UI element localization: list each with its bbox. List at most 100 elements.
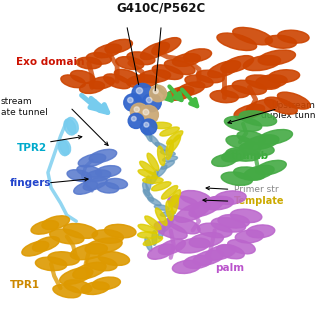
Ellipse shape <box>92 277 120 290</box>
Ellipse shape <box>31 220 59 234</box>
Circle shape <box>153 89 158 94</box>
Ellipse shape <box>163 156 178 162</box>
Ellipse shape <box>152 65 183 79</box>
Ellipse shape <box>226 136 254 149</box>
Ellipse shape <box>205 245 236 260</box>
Ellipse shape <box>81 282 109 294</box>
Ellipse shape <box>157 146 165 166</box>
Ellipse shape <box>127 75 158 88</box>
Ellipse shape <box>160 127 179 136</box>
Ellipse shape <box>97 183 119 193</box>
Ellipse shape <box>105 224 136 238</box>
Ellipse shape <box>277 92 310 109</box>
Ellipse shape <box>78 154 106 167</box>
Ellipse shape <box>92 230 124 243</box>
Ellipse shape <box>158 225 165 239</box>
Ellipse shape <box>232 80 267 95</box>
Ellipse shape <box>224 116 262 132</box>
Ellipse shape <box>180 190 211 205</box>
Ellipse shape <box>67 170 92 181</box>
Ellipse shape <box>70 244 108 260</box>
Ellipse shape <box>233 28 272 45</box>
Ellipse shape <box>218 214 249 228</box>
Ellipse shape <box>85 238 122 254</box>
Ellipse shape <box>86 170 111 181</box>
Ellipse shape <box>239 111 276 126</box>
Ellipse shape <box>172 260 200 274</box>
Circle shape <box>124 94 142 111</box>
Ellipse shape <box>158 239 185 254</box>
Circle shape <box>140 119 157 135</box>
Ellipse shape <box>152 38 181 55</box>
Text: Template: Template <box>234 196 284 206</box>
Ellipse shape <box>36 257 67 271</box>
Ellipse shape <box>105 39 132 53</box>
Ellipse shape <box>80 81 104 93</box>
Ellipse shape <box>53 284 81 298</box>
Ellipse shape <box>162 186 178 199</box>
Ellipse shape <box>146 176 151 190</box>
Ellipse shape <box>160 211 175 216</box>
Ellipse shape <box>148 197 161 206</box>
Text: stream
ate tunnel: stream ate tunnel <box>1 98 47 117</box>
Ellipse shape <box>151 122 172 129</box>
Text: Exo domain: Exo domain <box>16 57 85 67</box>
Ellipse shape <box>149 135 160 147</box>
Ellipse shape <box>90 77 114 89</box>
Ellipse shape <box>86 257 117 271</box>
Circle shape <box>132 116 136 121</box>
Ellipse shape <box>184 49 212 62</box>
Ellipse shape <box>143 182 150 196</box>
Ellipse shape <box>256 160 286 175</box>
Ellipse shape <box>166 201 173 220</box>
Ellipse shape <box>64 280 92 293</box>
Ellipse shape <box>42 216 69 229</box>
Ellipse shape <box>152 182 171 191</box>
Ellipse shape <box>138 232 158 238</box>
Ellipse shape <box>96 166 121 177</box>
Ellipse shape <box>172 53 200 67</box>
Ellipse shape <box>196 70 224 83</box>
Ellipse shape <box>143 177 163 183</box>
Ellipse shape <box>106 179 127 189</box>
Ellipse shape <box>268 70 300 83</box>
Ellipse shape <box>166 140 173 160</box>
Ellipse shape <box>215 191 246 204</box>
Ellipse shape <box>246 225 275 238</box>
Text: Upstream
duplex tunn: Upstream duplex tunn <box>261 100 316 120</box>
Circle shape <box>149 85 167 102</box>
Ellipse shape <box>259 130 292 144</box>
Ellipse shape <box>237 131 265 144</box>
Ellipse shape <box>98 252 130 266</box>
Circle shape <box>142 93 161 112</box>
Ellipse shape <box>138 224 157 233</box>
Ellipse shape <box>177 82 205 96</box>
Ellipse shape <box>152 231 157 245</box>
Ellipse shape <box>33 237 60 252</box>
Ellipse shape <box>235 230 263 243</box>
Ellipse shape <box>221 56 254 73</box>
Ellipse shape <box>138 170 157 179</box>
Ellipse shape <box>221 172 252 185</box>
Ellipse shape <box>60 140 71 155</box>
Ellipse shape <box>48 252 79 265</box>
Ellipse shape <box>167 131 183 144</box>
Ellipse shape <box>228 240 255 254</box>
Ellipse shape <box>185 75 213 88</box>
Ellipse shape <box>127 52 155 65</box>
Ellipse shape <box>278 30 309 43</box>
Circle shape <box>128 113 144 128</box>
Ellipse shape <box>86 52 111 64</box>
Ellipse shape <box>76 57 101 69</box>
Ellipse shape <box>143 189 154 201</box>
Ellipse shape <box>234 104 265 119</box>
Ellipse shape <box>74 181 98 194</box>
Circle shape <box>134 107 140 112</box>
Ellipse shape <box>83 177 107 190</box>
Ellipse shape <box>211 218 246 232</box>
Ellipse shape <box>234 167 265 180</box>
Ellipse shape <box>64 119 76 135</box>
Ellipse shape <box>50 229 84 244</box>
Ellipse shape <box>140 42 170 60</box>
Ellipse shape <box>240 142 274 156</box>
